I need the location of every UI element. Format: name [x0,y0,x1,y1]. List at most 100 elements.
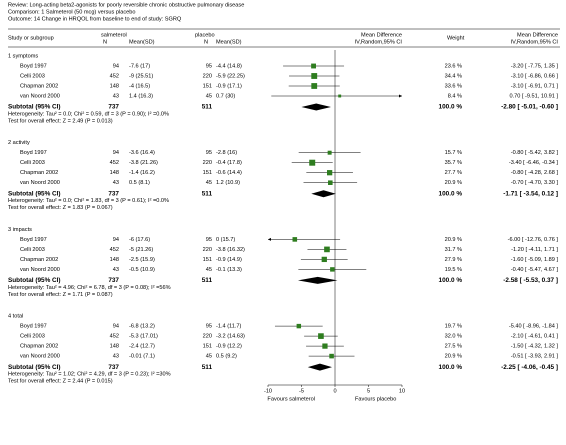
n-placebo: 45 [206,180,212,186]
weight: 19.5 % [445,267,462,273]
n-placebo: 220 [203,247,212,253]
mean-sd: 0.5 (8.1) [129,180,150,186]
mean-sd: -3.8 (16.32) [216,247,245,253]
overall-test: Test for overall effect: Z = 1.71 (P = 0… [8,292,113,298]
study-square [321,256,327,263]
md-ci: -6.00 [ -12.76, 0.76 ] [508,237,559,243]
n-salmeterol: 737 [108,190,119,197]
study-name: van Noord 2000 [20,354,60,360]
n-salmeterol: 148 [110,344,119,350]
col-header: N [103,39,107,45]
mean-sd: -0.6 (14.4) [216,170,242,176]
mean-sd: -3.6 (16.4) [129,150,155,156]
study-name: Boyd 1997 [20,324,47,330]
mean-sd: -5.9 (22.25) [216,73,245,79]
weight: 35.7 % [445,160,462,166]
n-placebo: 95 [206,150,212,156]
weight: 19.7 % [445,324,462,330]
md-ci: -0.80 [ -4.28, 2.68 ] [511,170,559,176]
mean-sd: 1.2 (10.9) [216,180,240,186]
study-name: Boyd 1997 [20,150,47,156]
md-ci: -2.10 [ -4.61, 0.41 ] [511,334,559,340]
heterogeneity: Heterogeneity: Tau² = 4.96; Chi² = 6.78,… [8,285,171,291]
weight: 33.6 % [445,83,462,89]
n-salmeterol: 737 [108,364,119,371]
subtotal-label: Subtotal (95% CI) [8,277,61,284]
study-square [292,237,298,242]
study-square [324,246,330,253]
weight: 15.7 % [445,150,462,156]
mean-sd: -0.9 (14.9) [216,257,242,263]
weight: 23.6 % [445,63,462,69]
md-ci: -3.40 [ -6.46, -0.34 ] [509,160,559,166]
study-square [309,159,316,166]
n-placebo: 95 [206,63,212,69]
subtotal-diamond [311,190,336,198]
mean-sd: -1.4 (16.2) [129,170,155,176]
md-ci: 0.70 [ -9.51, 10.91 ] [509,93,558,99]
n-placebo: 151 [203,83,212,89]
x-tick-label: 5 [367,388,370,394]
md-ci: -1.71 [ -3.54, 0.12 ] [503,190,558,197]
subgroup-title: 2 activity [8,140,30,146]
mean-sd: -5.3 (17.01) [129,334,158,340]
weight: 100.0 % [439,277,463,284]
mean-sd: -9 (25.51) [129,73,153,79]
study-square [322,343,328,349]
n-placebo: 151 [203,257,212,263]
study-name: Chapman 2002 [20,83,58,89]
md-ci: -0.40 [ -5.47, 4.67 ] [511,267,559,273]
md-ci: -2.58 [ -5.53, 0.37 ] [503,277,558,284]
mean-sd: -2.5 (15.9) [129,257,155,263]
md-ci: -0.80 [ -5.42, 3.82 ] [511,150,559,156]
n-placebo: 45 [206,93,212,99]
n-placebo: 511 [202,364,213,371]
mean-sd: -0.9 (17.1) [216,83,242,89]
weight: 27.5 % [445,344,462,350]
col-header: IV,Random,95% CI [355,39,403,45]
n-salmeterol: 94 [113,237,119,243]
col-header: Mean Difference [517,32,558,38]
weight: 100.0 % [439,364,463,371]
weight: 100.0 % [439,104,463,111]
n-placebo: 151 [203,344,212,350]
mean-sd: -3.8 (21.26) [129,160,158,166]
mean-sd: -5 (21.26) [129,247,153,253]
study-name: van Noord 2000 [20,180,60,186]
col-header: N [204,39,208,45]
mean-sd: -4.4 (14.8) [216,63,242,69]
md-ci: -5.40 [ -8.96, -1.84 ] [509,324,559,330]
col-header: Weight [447,35,465,41]
study-square [311,83,318,89]
mean-sd: -3.2 (14.63) [216,334,245,340]
subtotal-label: Subtotal (95% CI) [8,364,61,371]
n-salmeterol: 452 [110,334,119,340]
weight: 27.7 % [445,170,462,176]
n-placebo: 511 [202,104,213,111]
col-header: IV,Random,95% CI [511,39,559,45]
overall-test: Test for overall effect: Z = 1.83 (P = 0… [8,205,113,211]
ci-arrow [268,237,271,241]
subgroup-title: 3 impacts [8,227,32,233]
n-placebo: 95 [206,324,212,330]
md-ci: -3.20 [ -7.75, 1.35 ] [511,63,559,69]
mean-sd: -7.6 (17) [129,63,150,69]
favours-label: Favours placebo [355,396,396,402]
n-salmeterol: 737 [108,277,119,284]
heterogeneity: Heterogeneity: Tau² = 0.0; Chi² = 1.83, … [8,198,169,204]
n-salmeterol: 94 [113,63,119,69]
x-tick-label: 10 [399,388,405,394]
weight: 34.4 % [445,73,462,79]
mean-sd: -4 (16.5) [129,83,150,89]
mean-sd: 0.7 (30) [216,93,235,99]
study-square [329,353,334,359]
weight: 32.0 % [445,334,462,340]
n-salmeterol: 452 [110,73,119,79]
header-line: Outcome: 14 Change in HRQOL from baselin… [8,16,182,22]
n-placebo: 45 [206,267,212,273]
n-salmeterol: 43 [113,180,119,186]
study-square [296,323,302,329]
x-tick-label: -10 [264,388,272,394]
